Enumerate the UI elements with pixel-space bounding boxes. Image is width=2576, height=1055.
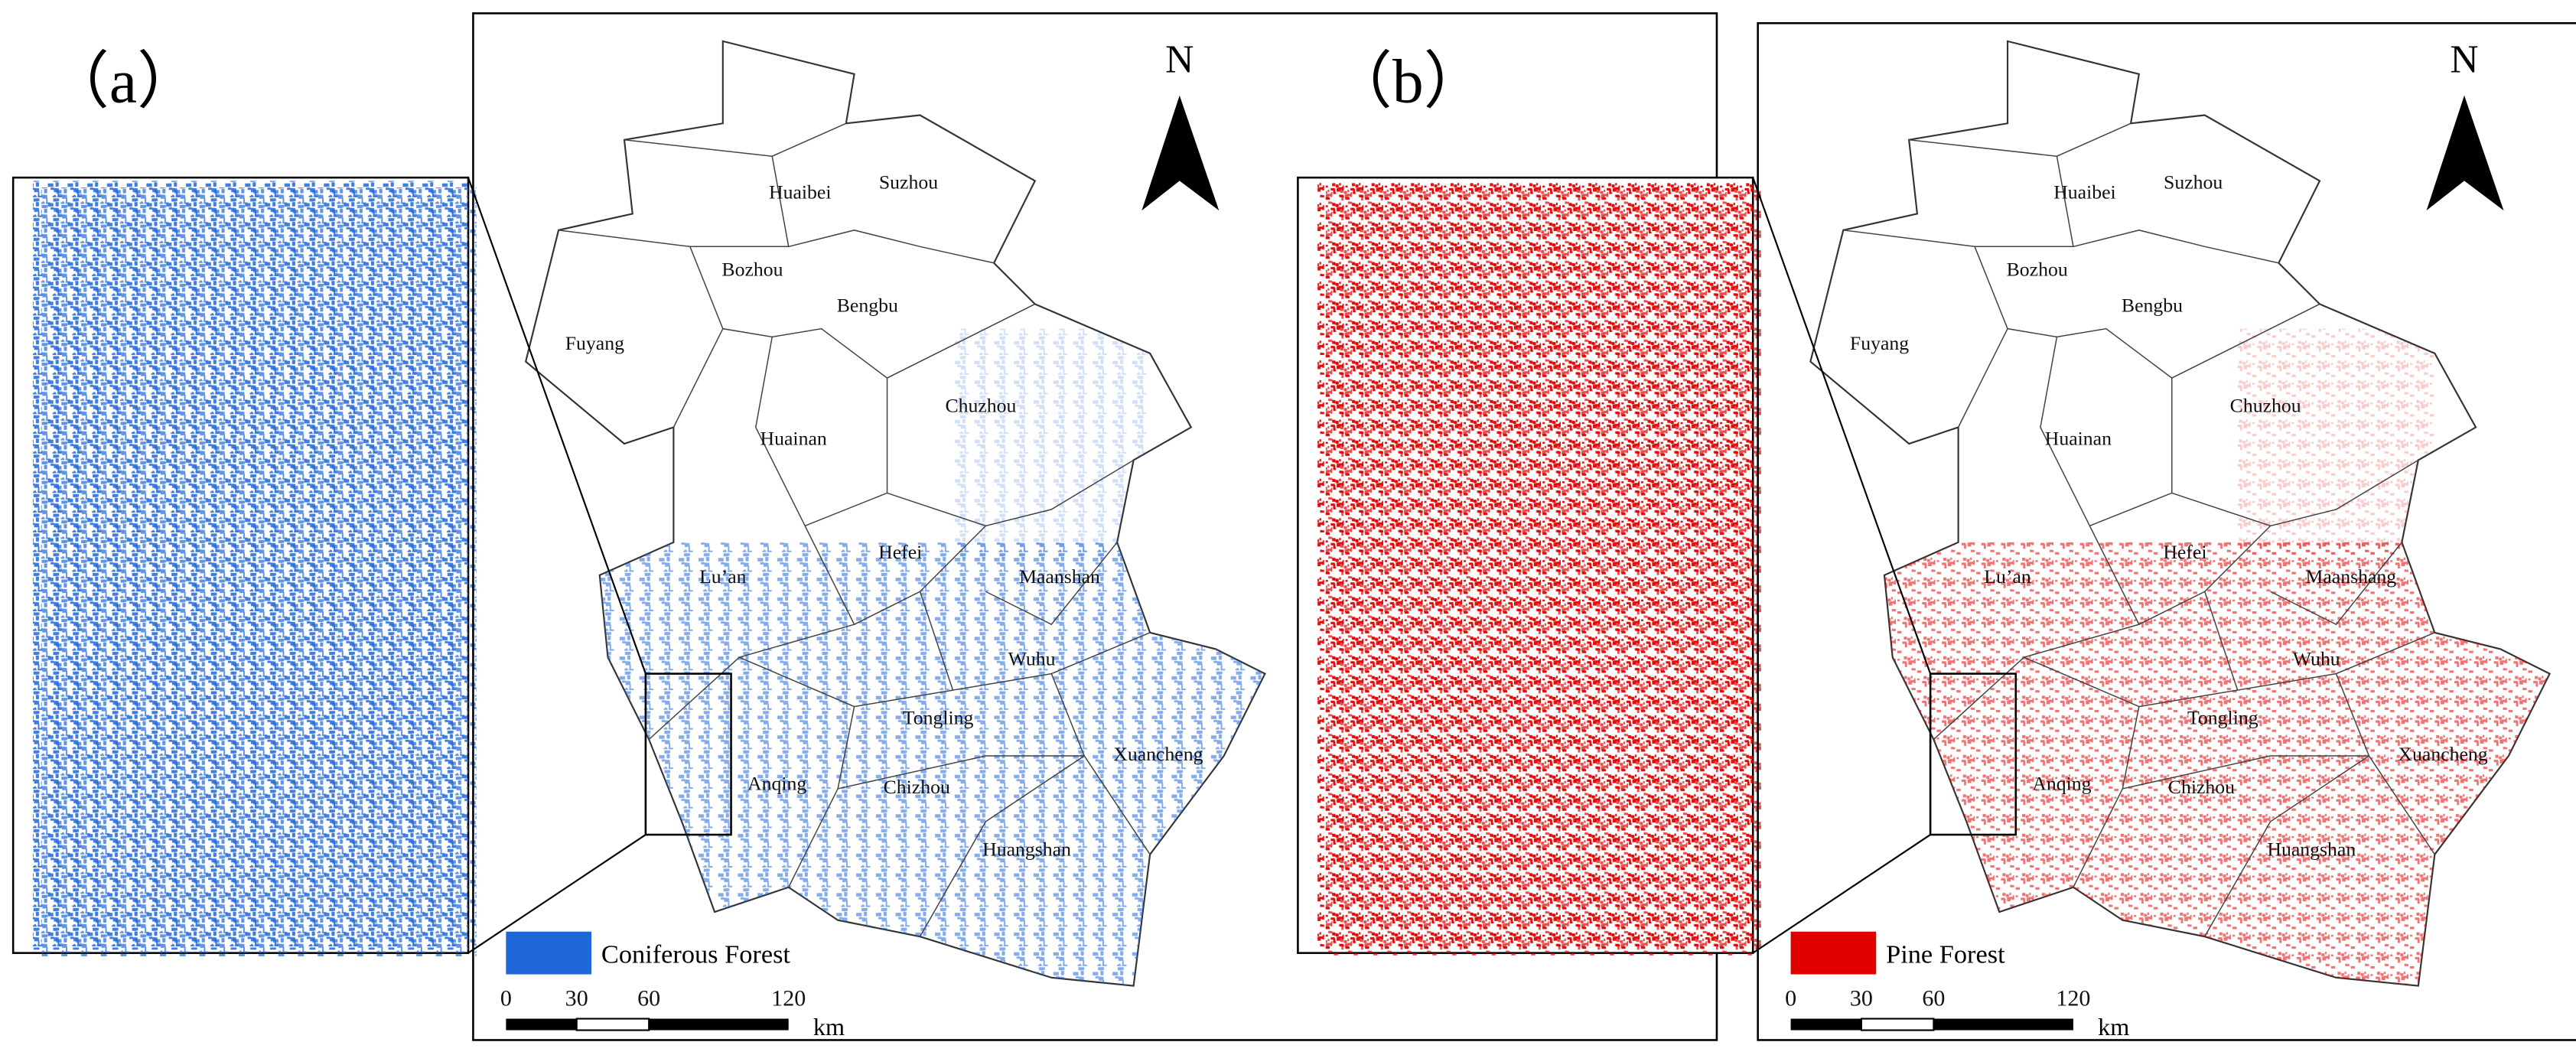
city-label: Fuyang [1850,332,1909,354]
scale-seg [506,1018,577,1031]
map-panel: （a） Huaibei Suzhou Bozhou Bengbu Fuyang Chuzho… [11,12,1718,1041]
city-label: Anqing [2032,773,2091,795]
city-label: Huaibei [769,181,832,203]
scale-unit: km [813,1013,845,1040]
scale-tick: 60 [1922,985,1945,1011]
scale-seg [1790,1018,1861,1031]
north-arrow [2426,95,2504,211]
city-border [1974,246,2320,379]
scale-unit: km [2098,1013,2129,1040]
connector [1752,834,1931,954]
city-label: Chizhou [2168,776,2235,798]
city-border [2204,755,2369,937]
city-border [771,156,995,264]
scale-tick: 120 [771,985,806,1011]
city-label: Bozhou [721,258,783,280]
city-label: Huainan [2045,428,2112,450]
city-label: Maanshang [2305,565,2396,588]
scale-seg [649,1018,789,1031]
city-border [887,459,1135,527]
city-border [919,591,1151,691]
scale-tick: 30 [565,985,588,1011]
city-border [804,525,986,626]
zoom-box [644,672,732,836]
city-label: Xuancheng [2398,743,2487,765]
map-frame [1757,21,2576,1041]
city-border [2089,525,2272,626]
legend-label: Pine Forest [1886,940,2005,969]
city-label: Lu’an [1984,565,2031,588]
city-label: Fuyang [565,332,624,354]
legend-swatch [1790,931,1877,975]
city-label: Bozhou [2007,258,2068,280]
city-label: Anqing [747,773,806,795]
city-border [919,755,1085,937]
city-border [1957,328,2008,428]
city-label: Huainan [760,428,827,450]
scale-seg [1860,1018,1935,1031]
panel-label: （b） [1330,46,1486,116]
scale-seg [1933,1018,2073,1031]
city-label: Suzhou [2164,171,2223,194]
city-label: Wuhu [2293,647,2340,669]
scale-tick: 30 [1850,985,1873,1011]
city-label: Suzhou [879,171,938,194]
city-label: Xuancheng [1113,743,1203,765]
city-label: Lu’an [699,565,747,588]
forest-east [953,328,1151,559]
city-label: Maanshan [1019,565,1100,588]
inset-texture [41,187,477,956]
city-border [672,328,724,428]
scale-tick: 0 [1785,985,1796,1011]
map-panel: （b） Huaibei Suzhou Bozhou Bengbu Fuyang Chuzho… [1297,21,2576,1041]
city-border [2171,459,2419,527]
connector [1752,177,1932,674]
scale-tick: 0 [500,985,512,1011]
connector [467,177,646,674]
city-label: Chuzhou [945,395,1016,417]
city-border [689,246,1036,379]
legend-label: Coniferous Forest [601,940,791,969]
city-border [2203,591,2435,691]
north-arrow [1141,95,1220,211]
city-border [985,542,1118,626]
city-border [837,755,1085,790]
zoom-box [1929,672,2017,836]
city-border [2270,542,2402,626]
panel-label: （a） [47,46,199,116]
inset-texture [1325,187,1761,956]
city-label: Bengbu [2122,295,2183,317]
city-label: Huangshan [2267,838,2356,860]
city-label: Huangshan [982,838,1071,860]
forest-south [1876,542,2550,986]
city-border [2122,755,2369,790]
scale-seg [575,1018,650,1031]
connector [467,834,646,954]
city-label: Hefei [878,541,922,563]
forest-south [591,542,1265,986]
north-label: N [2450,38,2478,82]
city-border [2056,156,2279,264]
city-label: Bengbu [837,295,898,317]
scale-tick: 60 [637,985,660,1011]
forest-east [2237,328,2435,559]
city-label: Tongling [2187,707,2258,729]
city-label: Chuzhou [2230,395,2301,417]
city-label: Wuhu [1008,647,1056,669]
city-label: Hefei [2163,541,2206,563]
city-label: Huaibei [2053,181,2116,203]
city-label: Chizhou [884,776,950,798]
north-label: N [1165,38,1194,82]
legend-swatch [506,931,592,975]
scale-tick: 120 [2056,985,2090,1011]
city-label: Tongling [903,707,974,729]
